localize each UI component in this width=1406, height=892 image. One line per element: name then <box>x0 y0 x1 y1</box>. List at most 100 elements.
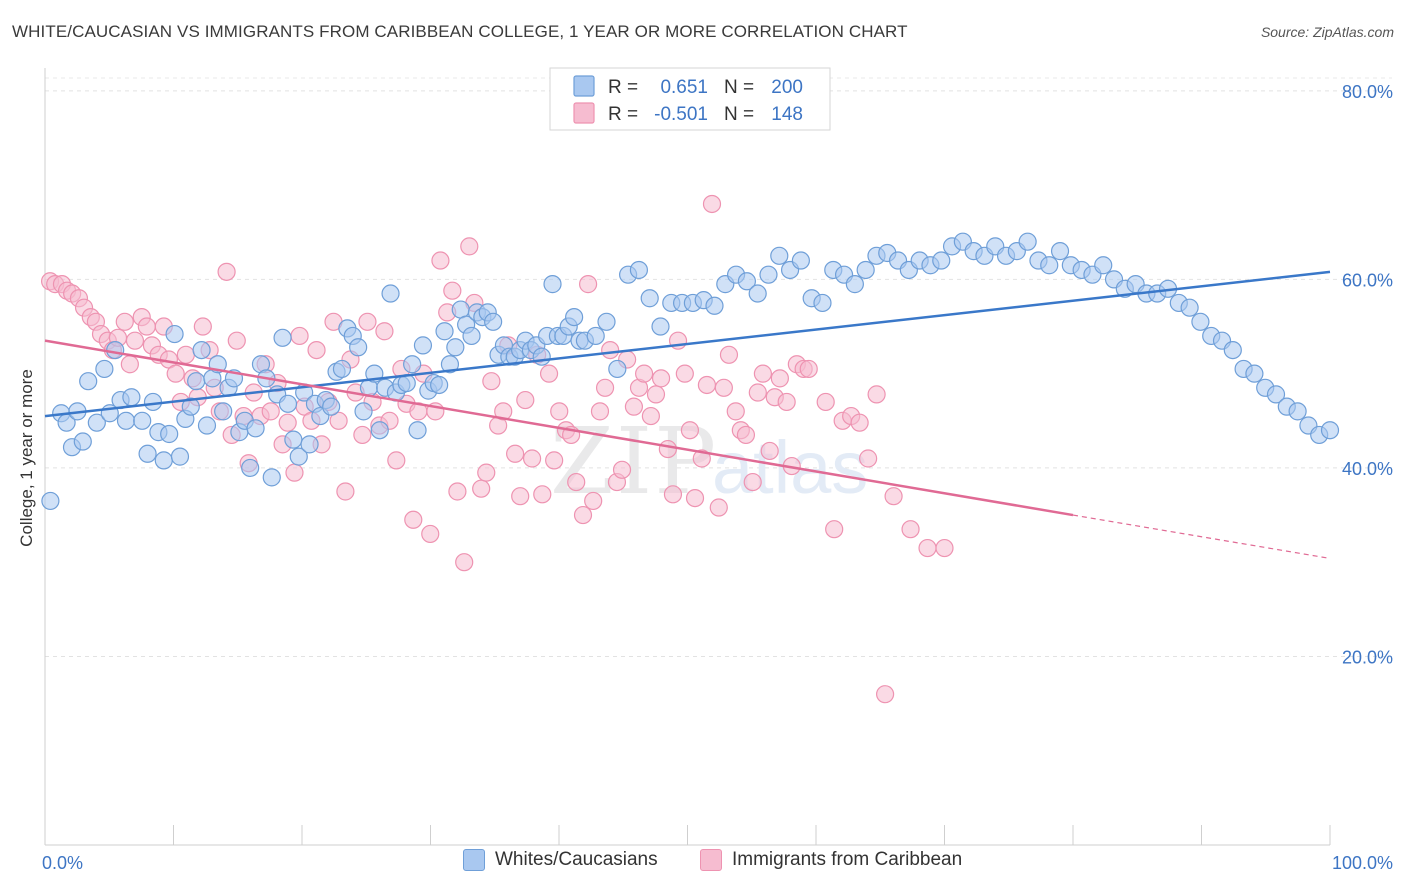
point-caribbean <box>176 345 195 364</box>
point-whites <box>106 340 125 360</box>
point-caribbean <box>137 317 156 336</box>
point-whites <box>1223 340 1242 360</box>
point-whites <box>1040 256 1059 275</box>
point-whites <box>651 317 670 336</box>
point-caribbean <box>685 488 705 508</box>
legend-item-whites[interactable]: Whites/Caucasians <box>463 849 658 871</box>
point-caribbean <box>799 359 818 379</box>
point-whites <box>273 328 292 347</box>
legend-label-caribbean: Immigrants from Caribbean <box>732 849 963 870</box>
point-caribbean <box>584 491 603 511</box>
point-caribbean <box>595 378 615 397</box>
point-whites <box>759 265 778 284</box>
point-caribbean <box>477 463 496 482</box>
point-caribbean <box>624 397 644 416</box>
point-caribbean <box>918 538 937 558</box>
stats-n-value: 148 <box>771 104 803 125</box>
point-caribbean <box>443 281 462 300</box>
point-whites <box>170 447 190 466</box>
point-caribbean <box>935 538 954 558</box>
point-whites <box>122 388 141 407</box>
point-whites <box>95 359 114 379</box>
point-caribbean <box>825 520 844 539</box>
point-whites <box>629 260 649 280</box>
point-whites <box>1245 364 1264 383</box>
point-caribbean <box>760 441 779 461</box>
point-whites <box>332 359 352 379</box>
point-caribbean <box>850 413 869 432</box>
point-caribbean <box>777 392 796 412</box>
point-caribbean <box>702 194 722 214</box>
point-caribbean <box>663 485 683 504</box>
trendline-whites <box>44 270 1331 418</box>
point-caribbean <box>166 364 185 383</box>
point-caribbean <box>612 460 632 479</box>
point-whites <box>214 402 233 421</box>
point-caribbean <box>692 449 711 468</box>
point-caribbean <box>482 372 501 391</box>
point-caribbean <box>455 553 474 572</box>
point-whites <box>791 251 810 270</box>
point-caribbean <box>743 472 762 492</box>
point-whites <box>143 392 163 412</box>
point-caribbean <box>261 402 280 421</box>
point-whites <box>300 435 319 454</box>
point-whites <box>197 416 217 435</box>
point-whites <box>1050 242 1070 261</box>
point-whites <box>1320 421 1340 440</box>
point-whites <box>73 432 92 451</box>
point-caribbean <box>578 275 598 294</box>
point-caribbean <box>494 402 513 421</box>
point-caribbean <box>421 524 440 544</box>
point-whites <box>87 413 106 432</box>
point-caribbean <box>125 331 145 350</box>
point-caribbean <box>290 326 309 346</box>
point-caribbean <box>375 322 394 341</box>
point-caribbean <box>736 425 756 445</box>
legend-item-caribbean[interactable]: Immigrants from Caribbean <box>700 849 962 871</box>
y-tick-label: 40.0% <box>1342 459 1393 479</box>
legend-swatch-pink <box>700 849 722 871</box>
point-whites <box>586 326 605 346</box>
point-whites <box>116 411 136 430</box>
point-whites <box>133 411 152 430</box>
point-whites <box>748 284 767 303</box>
point-whites <box>435 322 454 341</box>
point-whites <box>932 251 951 270</box>
stats-legend-swatch <box>573 102 595 124</box>
point-whites <box>705 296 724 315</box>
point-caribbean <box>404 510 423 529</box>
point-caribbean <box>358 312 377 331</box>
point-whites <box>278 394 298 413</box>
point-caribbean <box>431 251 450 270</box>
point-caribbean <box>646 385 666 404</box>
point-whites <box>154 451 173 470</box>
point-whites <box>770 246 789 265</box>
point-whites <box>79 372 98 391</box>
point-caribbean <box>227 331 246 350</box>
stats-legend: R = 0.651 N = 200 R = -0.501 N = 148 <box>549 67 831 131</box>
series-whites <box>41 232 1340 511</box>
point-whites <box>192 340 211 360</box>
point-caribbean <box>641 406 660 426</box>
point-caribbean <box>635 364 654 383</box>
point-whites <box>608 359 627 379</box>
point-caribbean <box>901 520 920 539</box>
point-caribbean <box>859 449 878 468</box>
point-caribbean <box>573 505 593 525</box>
point-caribbean <box>217 262 236 281</box>
point-whites <box>446 338 465 357</box>
chart-title: WHITE/CAUCASIAN VS IMMIGRANTS FROM CARIB… <box>12 22 908 41</box>
point-caribbean <box>719 345 739 364</box>
point-whites <box>640 289 659 308</box>
point-whites <box>451 300 470 319</box>
point-whites <box>370 421 389 440</box>
point-whites <box>543 275 562 294</box>
trendline-caribbean-extension <box>1072 514 1331 560</box>
point-caribbean <box>506 444 525 463</box>
point-caribbean <box>285 463 304 482</box>
point-whites <box>241 458 260 478</box>
point-whites <box>1018 232 1037 251</box>
point-caribbean <box>353 425 372 445</box>
point-whites <box>41 491 60 511</box>
